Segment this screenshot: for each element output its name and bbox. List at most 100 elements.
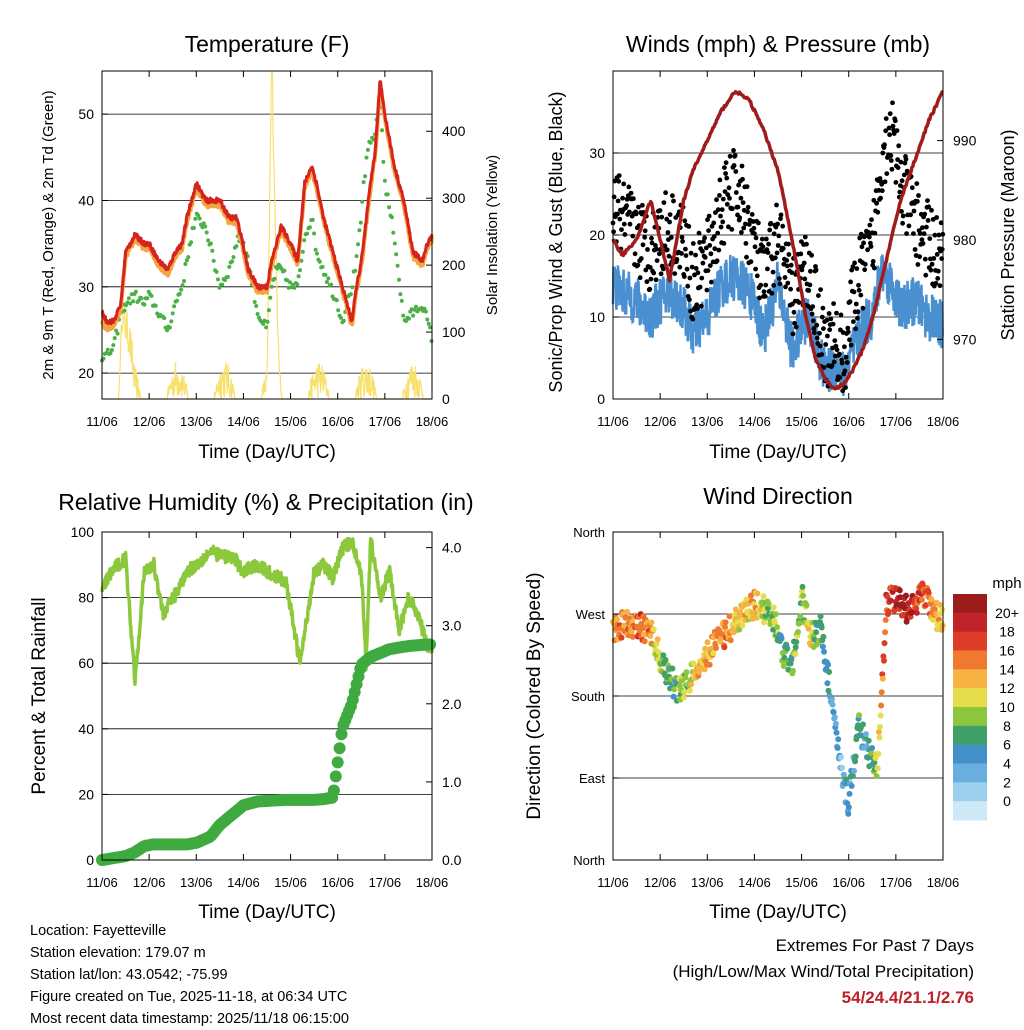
x-tick-label: 12/06 [133, 414, 166, 429]
dewpoint-point [133, 289, 138, 294]
gust-point [721, 241, 727, 246]
direction-point [682, 674, 689, 681]
gust-point [697, 284, 703, 290]
gust-point [778, 212, 784, 218]
gust-point [700, 248, 705, 254]
x-tick-label: 13/06 [691, 875, 724, 890]
gust-point [698, 303, 704, 309]
gust-point [845, 329, 851, 335]
gust-point [782, 275, 788, 280]
dewpoint-point [114, 328, 119, 333]
y-tick-label: 20 [589, 227, 605, 243]
gust-point [714, 258, 720, 264]
direction-point [660, 652, 667, 659]
gust-point [902, 160, 908, 166]
gust-point [892, 118, 898, 124]
gust-point [836, 351, 842, 357]
gust-point [802, 234, 808, 240]
gust-point [919, 237, 925, 243]
y2-tick-label: 3.0 [442, 618, 462, 634]
gust-point [702, 235, 707, 241]
dewpoint-point [131, 299, 136, 304]
gust-point [857, 235, 863, 241]
direction-point [826, 669, 833, 675]
y2-tick-label: 0.0 [442, 852, 462, 868]
gust-point [628, 190, 634, 196]
dewpoint-point [292, 285, 297, 290]
gust-point [776, 233, 782, 239]
direction-point [792, 651, 799, 658]
gust-point [686, 224, 692, 229]
direction-point [721, 644, 728, 651]
dewpoint-point [295, 282, 300, 287]
dewpoint-point [356, 242, 360, 247]
gust-point [809, 311, 815, 317]
gust-point [898, 159, 904, 165]
gust-point [855, 315, 860, 321]
speed-colorbar: 20+ 18 16 14 12 10 8 6 4 2 0 [953, 594, 1019, 821]
temperature-ylabel: 2m & 9m T (Red, Orange) & 2m Td (Green) [40, 90, 57, 379]
dewpoint-point [299, 258, 304, 263]
direction-point [618, 634, 625, 641]
direction-point [835, 736, 842, 743]
gust-point [768, 220, 774, 226]
direction-point [688, 681, 695, 688]
precip-point [329, 770, 342, 783]
gust-point [807, 282, 813, 288]
gust-point [685, 283, 691, 289]
gust-point [762, 293, 768, 299]
dewpoint-point [177, 291, 182, 296]
direction-point [852, 753, 859, 760]
gust-point [921, 231, 927, 237]
x-tick-label: 16/06 [321, 875, 354, 890]
dewpoint-point [193, 216, 198, 221]
gust-point [935, 268, 941, 274]
dewpoint-point [234, 244, 239, 249]
direction-point [778, 635, 785, 642]
gust-point [911, 231, 916, 237]
y2-tick-label: 990 [953, 133, 977, 149]
gust-point [733, 190, 739, 195]
gust-point [739, 230, 744, 235]
gust-point [707, 243, 713, 248]
gust-point [811, 326, 817, 332]
direction-panel: Wind Direction North East South West North 11… [524, 483, 1022, 923]
dewpoint-point [184, 258, 189, 263]
gust-point [615, 198, 621, 204]
gust-point [802, 276, 808, 282]
direction-point [760, 593, 767, 600]
y2-tick-label: 1.0 [442, 774, 462, 790]
direction-point [937, 601, 943, 608]
winds-title: Winds (mph) & Pressure (mb) [626, 31, 930, 57]
gust-point [649, 235, 654, 241]
dewpoint-point [302, 238, 307, 243]
dewpoint-point [189, 240, 194, 245]
direction-point [722, 619, 729, 626]
colorbar-label: 12 [999, 680, 1015, 696]
y-tick-label: 30 [78, 279, 94, 295]
gust-point [615, 211, 620, 217]
dewpoint-point [404, 319, 409, 323]
direction-point [928, 596, 935, 603]
winds-ylabel: Sonic/Prop Wind & Gust (Blue, Black) [546, 91, 566, 392]
direction-point [825, 687, 832, 694]
gust-point [938, 220, 944, 226]
direction-point [913, 605, 920, 612]
x-tick-label: 18/06 [927, 414, 960, 429]
gust-point [799, 267, 805, 273]
gust-point [616, 173, 622, 179]
dewpoint-point [414, 304, 418, 309]
x-tick-label: 14/06 [738, 414, 771, 429]
direction-point [701, 666, 708, 673]
gust-point [906, 223, 912, 229]
x-tick-label: 15/06 [785, 875, 818, 890]
temperature-plot-frame [101, 70, 433, 400]
x-tick-label: 17/06 [369, 875, 402, 890]
gust-point [663, 190, 668, 196]
gust-point [642, 234, 648, 240]
gust-point [890, 100, 895, 106]
pressure-y2label: Station Pressure (Maroon) [998, 129, 1018, 340]
dewpoint-point [361, 180, 366, 185]
dewpoint-point [380, 128, 384, 133]
gust-point [843, 354, 849, 360]
